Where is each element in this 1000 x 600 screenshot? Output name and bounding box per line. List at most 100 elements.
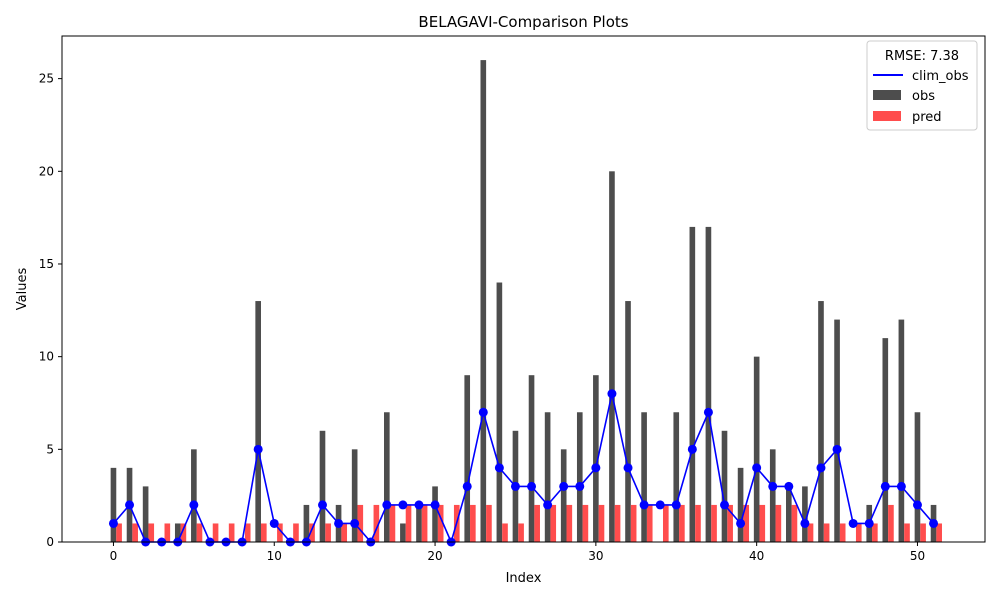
obs-bar <box>191 449 197 542</box>
clim-obs-point <box>591 463 601 473</box>
pred-bar <box>727 504 733 542</box>
clim-obs-point <box>768 481 778 491</box>
obs-bar <box>737 467 744 542</box>
y-axis: 0 5 10 15 20 25 <box>39 72 62 549</box>
obs-bar <box>560 449 567 542</box>
pred-bar <box>598 504 605 542</box>
x-tick-label: 30 <box>588 549 603 563</box>
pred-bar <box>148 523 155 542</box>
clim-obs-point <box>510 481 520 491</box>
pred-bar <box>341 523 348 542</box>
clim-obs-point <box>317 500 327 510</box>
pred-bar <box>486 504 492 542</box>
obs-bar <box>496 282 503 542</box>
x-tick-label: 50 <box>910 549 925 563</box>
obs-bar <box>641 412 647 542</box>
obs-bar <box>834 319 840 542</box>
obs-bar <box>721 430 728 542</box>
pred-bar <box>695 504 701 542</box>
pred-bar <box>277 523 283 542</box>
clim-obs-point <box>848 518 858 528</box>
legend-title: RMSE: 7.38 <box>885 49 959 64</box>
obs-bar <box>689 226 696 542</box>
pred-bar <box>212 523 219 542</box>
clim-obs-point <box>462 481 472 491</box>
pred-bar <box>373 504 380 542</box>
clim-obs-point <box>687 444 697 454</box>
pred-bar <box>293 523 299 542</box>
clim-obs-point <box>896 481 906 491</box>
pred-bar <box>662 504 669 542</box>
chart-title: BELAGAVI-Comparison Plots <box>418 13 628 31</box>
legend-label-pred: pred <box>912 110 942 125</box>
obs-bar <box>769 449 776 542</box>
clim-obs-point <box>784 481 794 491</box>
x-tick-label: 20 <box>427 549 442 563</box>
clim-obs-point <box>430 500 440 510</box>
clim-obs-point <box>414 500 424 510</box>
pred-bar <box>936 523 942 542</box>
obs-bar <box>673 412 680 542</box>
x-axis: 0 10 20 30 40 50 <box>110 542 925 563</box>
legend-label-obs: obs <box>912 89 935 104</box>
legend: RMSE: 7.38 clim_obs obs pred <box>866 40 978 131</box>
pred-bar <box>325 523 331 542</box>
obs-bar <box>528 375 535 542</box>
clim-obs-point <box>253 444 263 454</box>
clim-obs-line <box>108 389 939 547</box>
clim-obs-point <box>816 463 826 473</box>
pred-bar <box>228 523 235 542</box>
clim-obs-point <box>527 481 537 491</box>
x-tick-label: 10 <box>267 549 282 563</box>
clim-obs-point <box>912 500 922 510</box>
clim-obs-point <box>929 518 939 528</box>
clim-obs-point <box>832 444 842 454</box>
obs-bar <box>576 412 583 542</box>
clim-obs-point <box>623 463 633 473</box>
obs-bar <box>384 412 390 542</box>
clim-obs-point <box>125 500 135 510</box>
x-tick-label: 0 <box>110 549 118 563</box>
pred-bar <box>405 504 412 542</box>
clim-obs-point <box>108 518 118 528</box>
clim-obs-point <box>864 518 874 528</box>
clim-obs-point <box>398 500 408 510</box>
y-tick-label: 15 <box>39 257 54 271</box>
y-axis-label: Values <box>15 268 30 311</box>
pred-bar <box>743 504 750 542</box>
clim-obs-point <box>752 463 762 473</box>
clim-obs-point <box>607 389 617 399</box>
clim-obs-point <box>736 518 746 528</box>
y-tick-label: 0 <box>46 535 54 549</box>
pred-bar <box>566 504 573 542</box>
y-tick-label: 5 <box>46 442 54 456</box>
pred-bar <box>260 523 267 542</box>
clim-obs-point <box>382 500 392 510</box>
clim-obs-point <box>671 500 681 510</box>
x-tick-label: 40 <box>749 549 764 563</box>
legend-label-clim-obs: clim_obs <box>912 69 969 84</box>
obs-bar <box>464 375 471 542</box>
obs-bar <box>142 486 149 542</box>
pred-bar <box>550 504 557 542</box>
pred-bar <box>855 523 862 542</box>
pred-bar <box>823 523 830 542</box>
clim-obs-point <box>703 407 713 417</box>
obs-bar <box>786 486 792 542</box>
obs-bar <box>818 301 824 542</box>
obs-bars <box>110 60 937 543</box>
pred-bar <box>791 504 798 542</box>
pred-bar <box>502 523 508 542</box>
pred-bar <box>470 504 476 542</box>
clim-obs-point <box>575 481 585 491</box>
obs-bar <box>351 449 358 542</box>
pred-bar <box>920 523 926 542</box>
y-tick-label: 10 <box>39 350 54 364</box>
obs-bar <box>625 301 631 542</box>
clim-obs-series-line <box>112 393 935 545</box>
pred-bar <box>180 523 187 542</box>
obs-bar <box>914 412 921 542</box>
clim-obs-point <box>800 518 810 528</box>
clim-obs-point <box>639 500 649 510</box>
